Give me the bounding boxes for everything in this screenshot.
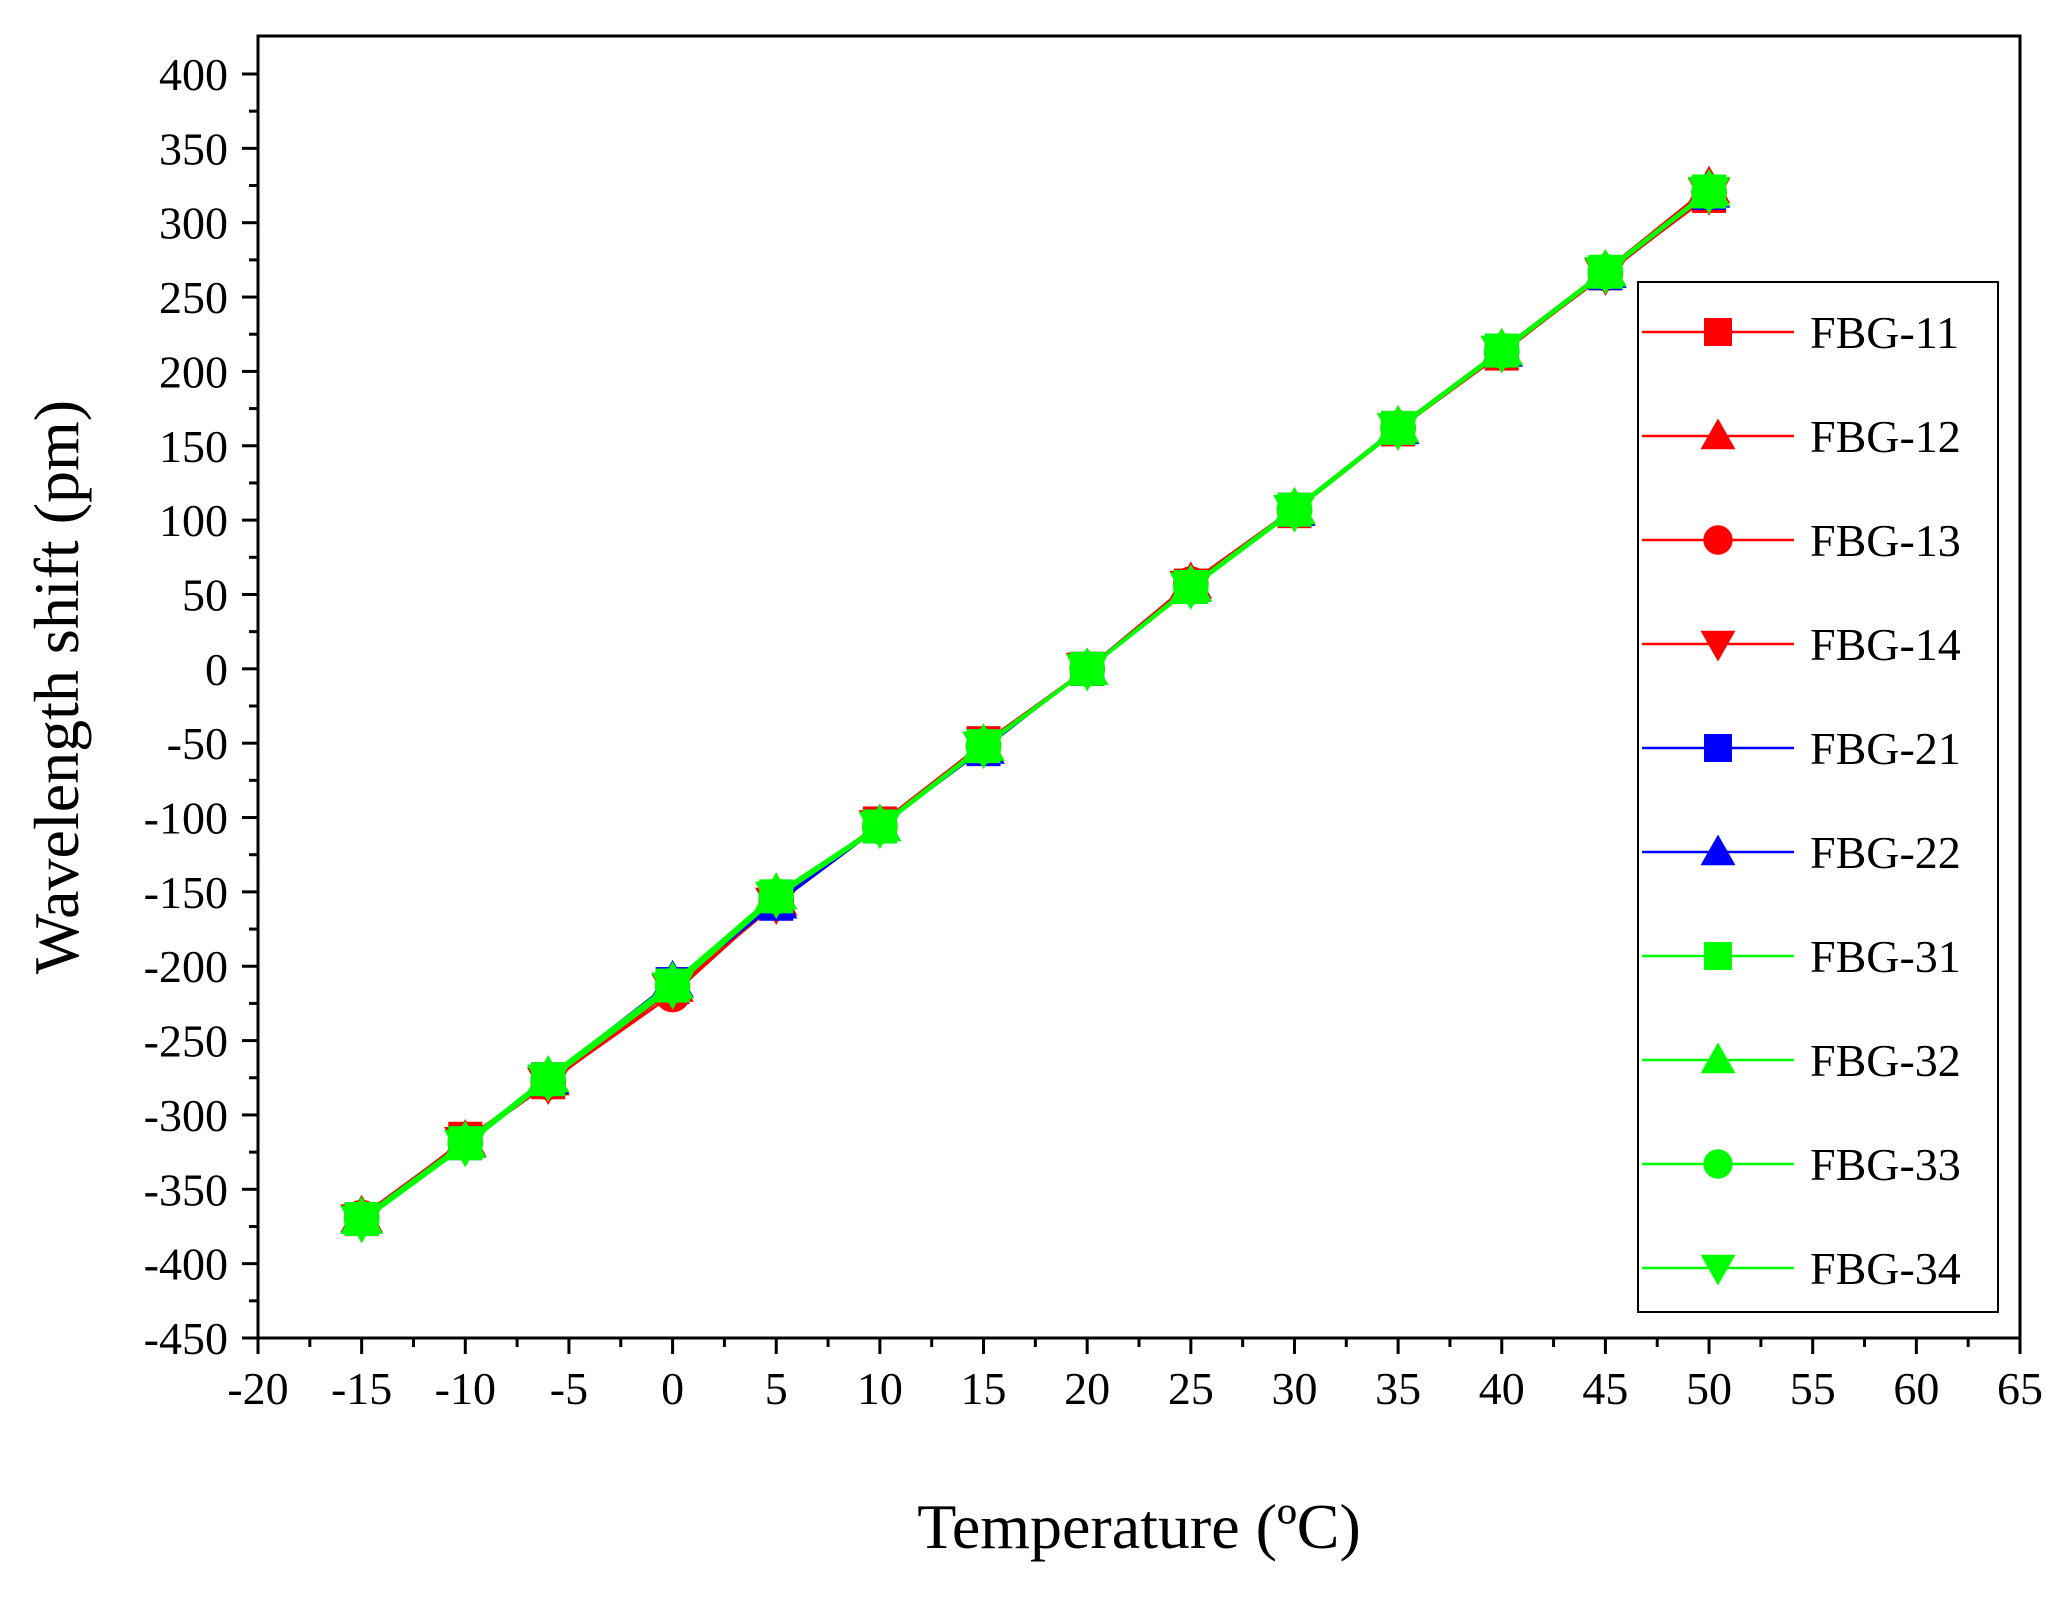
data-point xyxy=(1687,176,1731,215)
legend-label: FBG-22 xyxy=(1810,827,1961,878)
legend-marker xyxy=(1703,525,1733,555)
legend-item-fbg-31: FBG-31 xyxy=(1642,931,1961,982)
data-point xyxy=(1480,335,1524,374)
y-tick-label: -300 xyxy=(144,1090,228,1141)
legend-item-fbg-33: FBG-33 xyxy=(1642,1139,1961,1190)
y-tick-label: 150 xyxy=(159,421,228,472)
legend-item-fbg-14: FBG-14 xyxy=(1642,619,1961,670)
legend-item-fbg-32: FBG-32 xyxy=(1642,1035,1961,1086)
x-tick-label: 5 xyxy=(765,1363,788,1414)
data-point xyxy=(1376,413,1420,451)
data-point xyxy=(340,1205,383,1244)
legend-label: FBG-32 xyxy=(1810,1035,1961,1086)
y-axis-title: Wavelength shift (pm) xyxy=(21,400,92,974)
x-tick-label: -15 xyxy=(331,1363,392,1414)
y-tick-label: -400 xyxy=(144,1239,228,1290)
y-tick-label: -250 xyxy=(144,1016,228,1067)
y-tick-label: -350 xyxy=(144,1164,228,1215)
x-tick-label: 0 xyxy=(661,1363,684,1414)
data-point xyxy=(444,1130,487,1168)
y-tick-label: -150 xyxy=(144,867,228,918)
legend-item-fbg-13: FBG-13 xyxy=(1642,515,1961,566)
data-point xyxy=(858,811,902,850)
x-tick-label: 30 xyxy=(1271,1363,1317,1414)
series-fbg-34 xyxy=(340,176,1731,1244)
x-tick-label: 45 xyxy=(1582,1363,1628,1414)
legend-marker xyxy=(1700,834,1736,866)
y-tick-label: -50 xyxy=(167,718,228,769)
y-tick-label: 350 xyxy=(159,123,228,174)
x-tick-label: 20 xyxy=(1064,1363,1110,1414)
data-point xyxy=(962,731,1005,769)
data-point xyxy=(651,972,694,1010)
legend-label: FBG-14 xyxy=(1810,619,1961,670)
series-layer xyxy=(340,165,1731,1244)
data-point xyxy=(526,1064,570,1102)
legend-item-fbg-22: FBG-22 xyxy=(1642,827,1961,878)
legend-label: FBG-13 xyxy=(1810,515,1961,566)
legend-label: FBG-11 xyxy=(1810,307,1959,358)
y-tick-label: 300 xyxy=(159,198,228,249)
y-tick-label: 0 xyxy=(205,644,228,695)
x-axis-title: Temperature (ºC) xyxy=(917,1491,1361,1562)
data-point xyxy=(754,881,798,920)
x-tick-label: -10 xyxy=(435,1363,496,1414)
y-tick-label: 250 xyxy=(159,272,228,323)
legend-label: FBG-33 xyxy=(1810,1139,1961,1190)
x-tick-label: 65 xyxy=(1997,1363,2043,1414)
y-tick-label: -200 xyxy=(144,941,228,992)
legend-item-fbg-11: FBG-11 xyxy=(1642,307,1959,358)
legend-marker xyxy=(1704,734,1732,762)
y-tick-label: -450 xyxy=(144,1313,228,1364)
legend: FBG-11 FBG-12 FBG-13 FBG-14 FBG-21 FBG-22 FBG-… xyxy=(1637,281,1999,1313)
legend-marker xyxy=(1700,630,1736,662)
y-tick-label: -100 xyxy=(144,793,228,844)
legend-label: FBG-31 xyxy=(1810,931,1961,982)
data-point xyxy=(1584,257,1627,295)
y-tick-label: 400 xyxy=(159,49,228,100)
x-tick-label: -5 xyxy=(550,1363,588,1414)
axes: -20 -15 -10 -5 0 5 10 15 20 25 30 35 40 45 50 55 60 65-45… xyxy=(144,49,2043,1414)
legend-box xyxy=(1637,281,1999,1313)
legend-marker xyxy=(1704,318,1732,346)
y-tick-label: 100 xyxy=(159,495,228,546)
x-tick-label: 15 xyxy=(961,1363,1007,1414)
legend-label: FBG-21 xyxy=(1810,723,1961,774)
legend-label: FBG-12 xyxy=(1810,411,1961,462)
x-tick-label: 40 xyxy=(1479,1363,1525,1414)
legend-item-fbg-12: FBG-12 xyxy=(1642,411,1961,462)
x-tick-label: 60 xyxy=(1893,1363,1939,1414)
legend-marker xyxy=(1704,942,1732,970)
data-point xyxy=(1273,495,1316,533)
legend-label: FBG-34 xyxy=(1810,1243,1961,1294)
legend-marker xyxy=(1700,1254,1736,1286)
x-tick-label: 50 xyxy=(1686,1363,1732,1414)
legend-item-fbg-21: FBG-21 xyxy=(1642,723,1961,774)
x-tick-label: 55 xyxy=(1790,1363,1836,1414)
legend-marker xyxy=(1703,1149,1733,1179)
y-tick-label: 200 xyxy=(159,346,228,397)
data-point xyxy=(1065,654,1109,692)
x-tick-label: -20 xyxy=(227,1363,288,1414)
y-tick-label: 50 xyxy=(182,569,228,620)
data-point xyxy=(1169,572,1213,610)
legend-item-fbg-34: FBG-34 xyxy=(1642,1243,1961,1294)
legend-marker xyxy=(1700,1042,1736,1074)
x-tick-label: 10 xyxy=(857,1363,903,1414)
x-tick-label: 25 xyxy=(1168,1363,1214,1414)
x-tick-label: 35 xyxy=(1375,1363,1421,1414)
legend-marker xyxy=(1700,418,1736,450)
